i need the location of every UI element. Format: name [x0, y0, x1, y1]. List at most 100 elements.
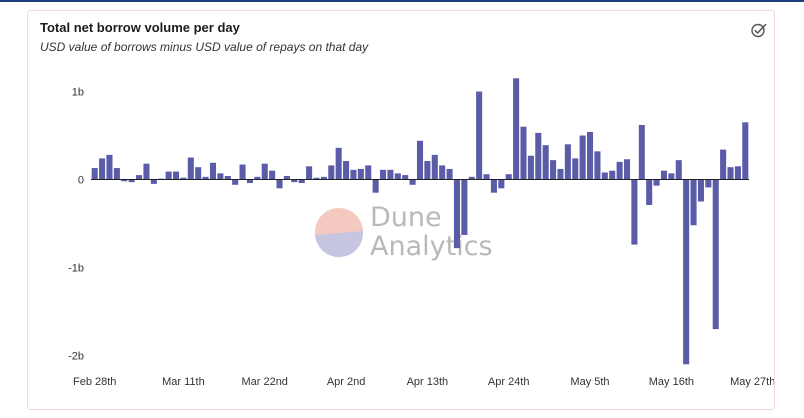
bar[interactable]: [165, 171, 172, 180]
bar[interactable]: [291, 179, 298, 183]
bar[interactable]: [542, 145, 549, 180]
bar[interactable]: [187, 157, 194, 180]
bar[interactable]: [697, 179, 704, 202]
bar[interactable]: [446, 168, 453, 180]
bar[interactable]: [505, 174, 512, 180]
chart-title: Total net borrow volume per day: [40, 20, 240, 35]
watermark: Dune Analytics: [315, 202, 493, 262]
bar[interactable]: [106, 154, 113, 180]
bar[interactable]: [439, 165, 446, 180]
bar[interactable]: [461, 179, 468, 235]
bar[interactable]: [202, 176, 209, 180]
bar[interactable]: [476, 91, 483, 180]
bar[interactable]: [276, 179, 283, 189]
bar[interactable]: [468, 176, 475, 180]
bar[interactable]: [483, 174, 490, 180]
bar[interactable]: [520, 126, 527, 180]
bar[interactable]: [99, 158, 106, 180]
bar[interactable]: [402, 175, 409, 180]
bar[interactable]: [490, 179, 497, 193]
bar[interactable]: [232, 179, 239, 185]
bar[interactable]: [372, 179, 379, 193]
check-circle-icon[interactable]: [750, 21, 768, 39]
bar[interactable]: [320, 176, 327, 180]
bar[interactable]: [343, 161, 350, 180]
watermark-line1: Dune: [370, 202, 442, 233]
chart-subtitle: USD value of borrows minus USD value of …: [40, 40, 369, 54]
bar[interactable]: [224, 175, 231, 180]
bar[interactable]: [172, 171, 180, 180]
bar[interactable]: [387, 169, 394, 180]
bar[interactable]: [535, 132, 542, 180]
bar[interactable]: [720, 149, 727, 180]
bar[interactable]: [690, 179, 697, 226]
bar[interactable]: [306, 166, 313, 180]
bar[interactable]: [365, 165, 372, 180]
bar[interactable]: [121, 179, 128, 182]
x-tick-label: May 5th: [570, 376, 609, 388]
bar[interactable]: [527, 155, 534, 180]
bar[interactable]: [239, 164, 246, 180]
bar[interactable]: [217, 173, 224, 180]
bar[interactable]: [712, 179, 719, 330]
bar[interactable]: [646, 179, 653, 206]
bar[interactable]: [572, 158, 579, 180]
bar[interactable]: [683, 179, 690, 365]
bar[interactable]: [453, 179, 460, 249]
bar[interactable]: [150, 179, 157, 184]
bar[interactable]: [335, 147, 342, 180]
bar[interactable]: [128, 179, 135, 183]
bar[interactable]: [409, 179, 416, 185]
bar[interactable]: [91, 168, 98, 180]
bar[interactable]: [550, 160, 557, 180]
bar[interactable]: [143, 163, 150, 180]
bar[interactable]: [609, 170, 616, 180]
bar[interactable]: [675, 160, 682, 180]
bar[interactable]: [313, 177, 320, 180]
x-tick-label: Apr 13th: [407, 376, 449, 388]
bar[interactable]: [653, 179, 660, 186]
bar[interactable]: [394, 173, 401, 180]
bar[interactable]: [742, 122, 749, 180]
bar[interactable]: [357, 168, 364, 180]
bar[interactable]: [431, 154, 438, 180]
bar[interactable]: [261, 163, 268, 180]
x-axis: Feb 28th Mar 11th Mar 22nd Apr 2nd Apr 13th A…: [73, 376, 774, 388]
bar[interactable]: [180, 177, 187, 180]
bar[interactable]: [209, 162, 217, 180]
bar[interactable]: [416, 140, 424, 180]
bar[interactable]: [631, 179, 638, 245]
bar[interactable]: [246, 179, 253, 184]
bar[interactable]: [498, 179, 505, 189]
bar[interactable]: [136, 175, 143, 180]
bar[interactable]: [579, 135, 586, 180]
bar[interactable]: [298, 179, 305, 184]
bar[interactable]: [350, 169, 357, 180]
bar[interactable]: [254, 176, 261, 180]
x-tick-label: Mar 22nd: [241, 376, 287, 388]
bar[interactable]: [195, 167, 202, 180]
bar[interactable]: [594, 151, 601, 180]
bar[interactable]: [727, 167, 734, 180]
bar[interactable]: [424, 161, 431, 180]
bar[interactable]: [113, 168, 120, 180]
bar[interactable]: [513, 78, 520, 180]
bar[interactable]: [638, 124, 645, 180]
x-tick-label: May 16th: [649, 376, 694, 388]
bar[interactable]: [269, 170, 276, 180]
bar[interactable]: [668, 173, 675, 180]
bar[interactable]: [557, 168, 564, 180]
bar[interactable]: [601, 172, 608, 180]
bar[interactable]: [660, 170, 668, 180]
bar[interactable]: [328, 165, 335, 180]
bar[interactable]: [623, 159, 631, 180]
bar[interactable]: [616, 161, 623, 180]
bar[interactable]: [283, 175, 290, 180]
y-tick-label: -2b: [68, 351, 84, 363]
bar[interactable]: [734, 166, 741, 180]
bar[interactable]: [705, 179, 712, 188]
bar[interactable]: [564, 144, 571, 180]
bar[interactable]: [587, 131, 594, 180]
y-tick-label: 1b: [72, 87, 84, 99]
bar[interactable]: [380, 169, 387, 180]
